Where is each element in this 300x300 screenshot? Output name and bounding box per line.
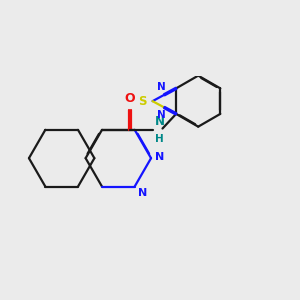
Text: O: O xyxy=(124,92,135,105)
Text: H: H xyxy=(155,134,164,144)
Text: N: N xyxy=(138,188,147,198)
Text: N: N xyxy=(155,115,165,128)
Text: N: N xyxy=(157,82,166,92)
Text: N: N xyxy=(155,152,164,161)
Text: N: N xyxy=(157,110,166,121)
Text: S: S xyxy=(138,94,147,108)
